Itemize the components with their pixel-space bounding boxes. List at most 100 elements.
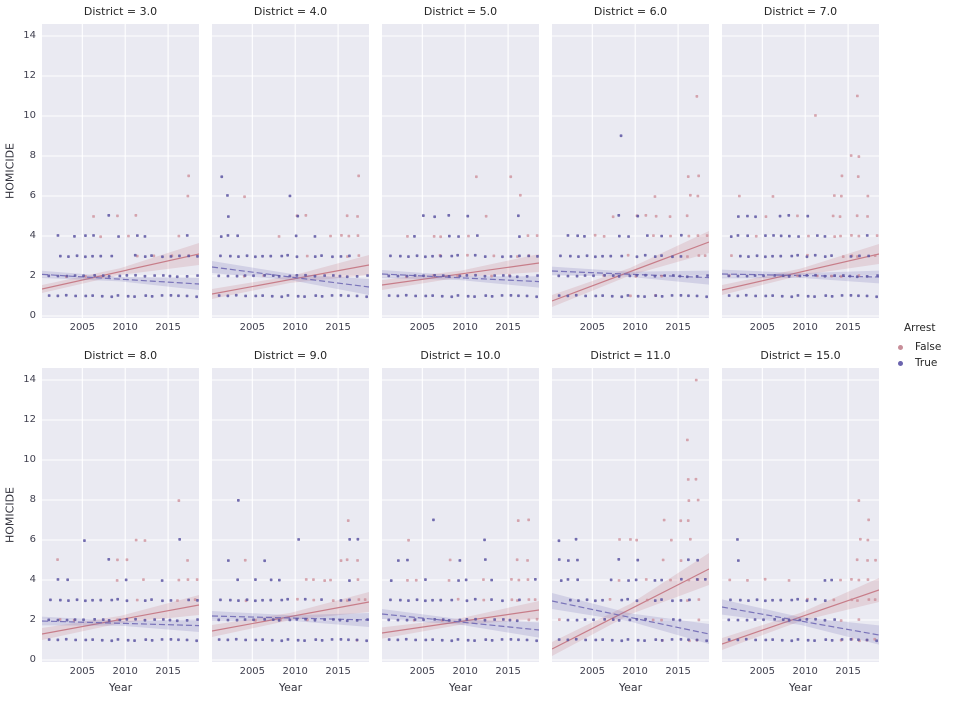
scatter-point-arrest-true (100, 294, 104, 298)
scatter-point-arrest-true (396, 274, 400, 278)
x-tick-label: 2005 (69, 322, 96, 333)
scatter-point-arrest-true (671, 255, 674, 259)
scatter-point-arrest-true (73, 618, 77, 621)
scatter-point-arrest-true (660, 254, 663, 257)
scatter-point-arrest-true (196, 274, 199, 277)
ci-band-arrest-false (212, 592, 369, 637)
scatter-point-arrest-true (660, 578, 663, 582)
facet-title-district-15.0: District = 15.0 (760, 349, 841, 362)
regression-line-arrest-true (212, 266, 369, 288)
scatter-point-arrest-true (118, 274, 122, 278)
scatter-point-arrest-false (850, 598, 854, 602)
scatter-point-arrest-true (559, 579, 563, 582)
regression-line-arrest-true (722, 273, 879, 278)
scatter-point-arrest-true (797, 235, 800, 238)
scatter-point-arrest-true (280, 639, 284, 643)
scatter-point-arrest-true (739, 598, 742, 602)
regression-line-arrest-true (42, 273, 199, 285)
scatter-point-arrest-true (296, 294, 300, 298)
scatter-point-arrest-true (313, 255, 317, 258)
scatter-point-arrest-true (59, 598, 62, 602)
scatter-point-arrest-false (859, 537, 862, 541)
scatter-point-arrest-false (345, 214, 349, 218)
scatter-point-arrest-true (56, 638, 60, 642)
regression-line-arrest-false (552, 241, 709, 302)
scatter-point-arrest-true (110, 295, 114, 299)
facet-plot-district-8.0 (42, 368, 199, 662)
scatter-point-arrest-true (518, 254, 521, 258)
scatter-point-arrest-true (136, 234, 139, 237)
scatter-point-arrest-true (229, 254, 232, 258)
scatter-point-arrest-true (620, 598, 624, 602)
scatter-point-arrest-true (387, 618, 391, 622)
scatter-point-arrest-true (594, 294, 598, 298)
scatter-point-arrest-true (91, 254, 94, 258)
scatter-point-arrest-true (678, 618, 682, 622)
legend-item-true-label: True (915, 357, 938, 369)
scatter-point-arrest-true (169, 294, 173, 297)
scatter-point-arrest-false (142, 578, 145, 581)
scatter-point-arrest-true (235, 274, 239, 278)
scatter-point-arrest-true (773, 618, 776, 621)
scatter-point-arrest-true (150, 639, 154, 642)
scatter-point-arrest-true (407, 255, 410, 258)
scatter-point-arrest-true (465, 618, 469, 621)
scatter-point-arrest-true (169, 638, 173, 641)
scatter-point-arrest-true (679, 294, 683, 297)
scatter-point-arrest-true (143, 599, 147, 602)
facet-canvas (42, 368, 199, 662)
y-tick-label: 0 (29, 309, 36, 321)
scatter-point-arrest-true (440, 638, 444, 642)
scatter-point-arrest-true (814, 617, 817, 621)
regression-line-arrest-true (552, 270, 709, 279)
scatter-point-arrest-true (47, 294, 51, 297)
scatter-point-arrest-true (736, 538, 739, 541)
scatter-point-arrest-true (59, 254, 62, 258)
scatter-point-arrest-true (636, 214, 640, 218)
scatter-point-arrest-false (856, 94, 859, 98)
scatter-point-arrest-false (746, 579, 749, 582)
scatter-point-arrest-true (566, 618, 570, 622)
scatter-point-arrest-true (653, 274, 657, 278)
scatter-point-arrest-false (867, 598, 871, 601)
scatter-point-arrest-true (107, 558, 111, 561)
scatter-point-arrest-true (781, 274, 785, 277)
scatter-point-arrest-false (679, 519, 683, 523)
scatter-point-arrest-true (366, 274, 369, 277)
scatter-point-arrest-false (533, 598, 537, 601)
scatter-point-arrest-true (286, 294, 290, 297)
scatter-point-arrest-true (557, 539, 561, 543)
scatter-point-arrest-true (422, 214, 425, 217)
scatter-point-arrest-false (516, 519, 520, 522)
regression-line-arrest-false (382, 609, 539, 634)
scatter-point-arrest-false (406, 579, 409, 582)
scatter-point-arrest-true (643, 295, 646, 298)
scatter-point-arrest-true (798, 618, 802, 622)
ci-band-arrest-true (212, 261, 369, 295)
ci-band-arrest-true (552, 593, 709, 644)
scatter-point-arrest-true (739, 254, 742, 258)
scatter-point-arrest-true (679, 255, 683, 258)
scatter-point-arrest-true (74, 638, 77, 642)
scatter-point-arrest-true (483, 274, 487, 278)
scatter-point-arrest-true (576, 234, 579, 238)
scatter-point-arrest-true (805, 255, 809, 259)
scatter-point-arrest-false (850, 234, 853, 237)
scatter-point-arrest-false (448, 558, 452, 562)
scatter-point-arrest-true (387, 638, 391, 641)
scatter-point-arrest-true (347, 638, 350, 642)
scatter-point-arrest-true (93, 618, 96, 621)
scatter-point-arrest-true (431, 598, 434, 602)
scatter-point-arrest-true (823, 618, 827, 622)
scatter-point-arrest-false (58, 618, 62, 621)
scatter-point-arrest-true (261, 254, 264, 258)
scatter-point-arrest-false (526, 578, 530, 581)
x-tick-label: 2015 (835, 666, 861, 677)
scatter-point-arrest-true (876, 274, 879, 277)
scatter-point-arrest-true (330, 294, 334, 297)
scatter-point-arrest-true (227, 215, 230, 218)
scatter-point-arrest-true (610, 638, 614, 642)
scatter-point-arrest-true (515, 619, 519, 623)
scatter-point-arrest-true (643, 639, 646, 642)
scatter-point-arrest-true (330, 638, 334, 641)
